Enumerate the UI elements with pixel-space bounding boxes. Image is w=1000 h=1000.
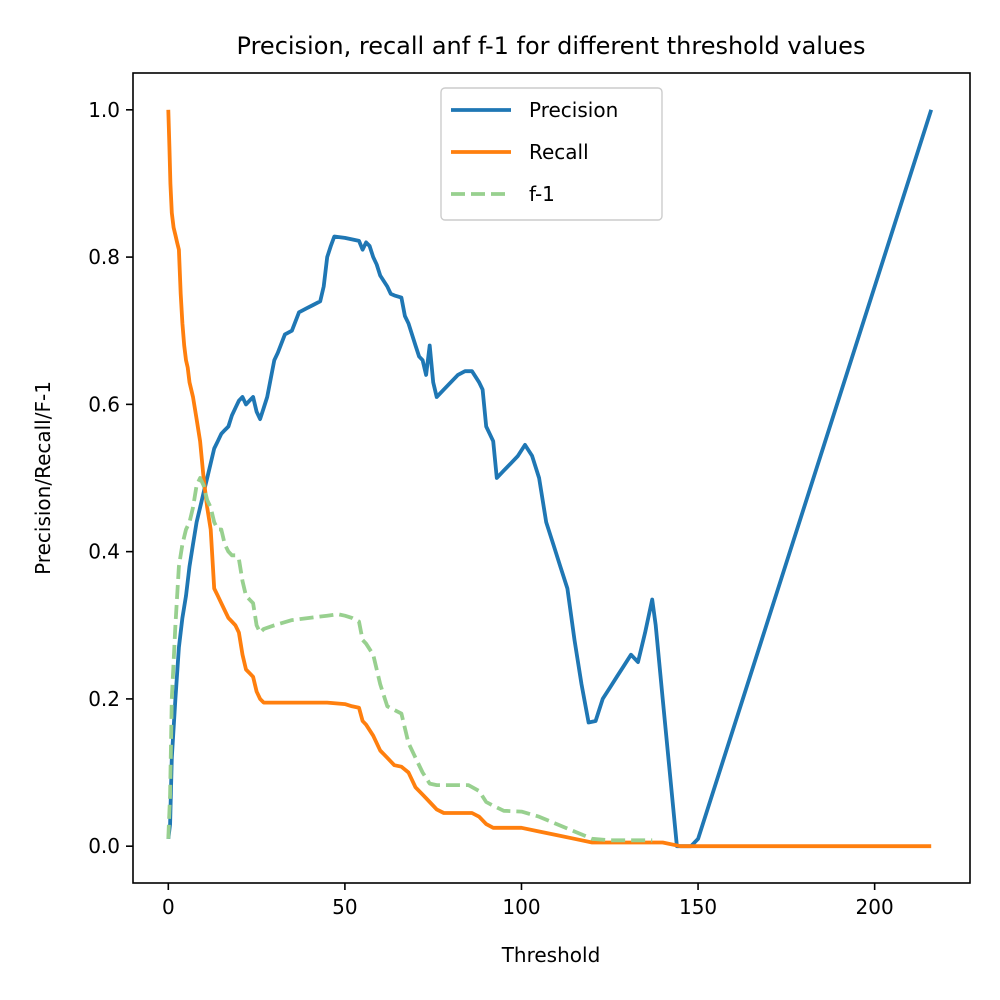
y-tick-label: 0.2 <box>88 687 120 711</box>
x-tick-label: 100 <box>502 895 540 919</box>
chart-title: Precision, recall anf f-1 for different … <box>237 32 866 60</box>
y-tick-label: 0.0 <box>88 834 120 858</box>
legend-label-precision: Precision <box>529 98 618 122</box>
y-tick-label: 0.6 <box>88 392 120 416</box>
x-tick-label: 50 <box>332 895 357 919</box>
x-tick-label: 200 <box>856 895 894 919</box>
y-tick-label: 0.8 <box>88 245 120 269</box>
legend: Precision Recall f-1 <box>440 87 663 221</box>
legend-box <box>440 87 663 221</box>
legend-label-recall: Recall <box>529 140 589 164</box>
plot-frame <box>132 72 971 884</box>
x-axis-label: Threshold <box>501 943 601 967</box>
series-line-f-1 <box>166 476 653 843</box>
series-line-recall <box>166 109 932 849</box>
legend-label-f-1: f-1 <box>529 182 555 206</box>
x-tick-label: 150 <box>679 895 717 919</box>
x-tick-label: 0 <box>162 895 175 919</box>
series-line-precision <box>166 109 934 849</box>
y-tick-label: 1.0 <box>88 98 120 122</box>
y-axis-label: Precision/Recall/F-1 <box>31 381 55 575</box>
y-tick-label: 0.4 <box>88 540 120 564</box>
